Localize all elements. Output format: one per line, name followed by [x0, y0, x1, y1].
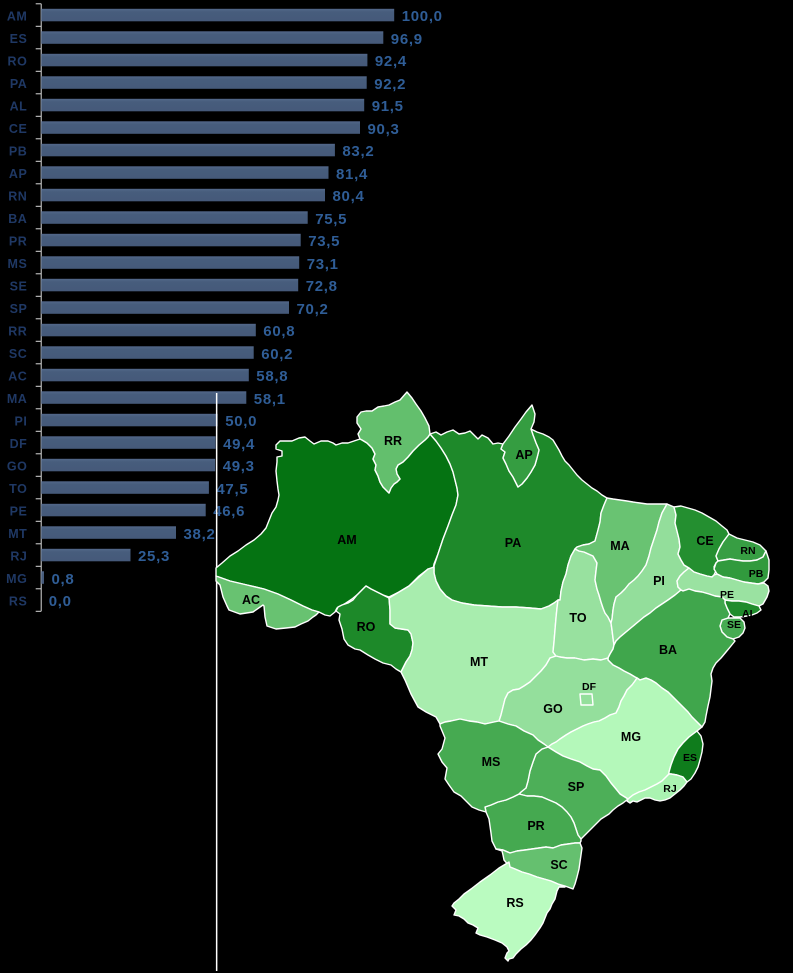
svg-text:PR: PR [527, 819, 544, 833]
svg-text:RN: RN [8, 190, 27, 204]
svg-text:TO: TO [569, 611, 586, 625]
svg-text:PR: PR [9, 235, 27, 249]
svg-text:MS: MS [8, 257, 28, 271]
svg-text:MA: MA [610, 539, 629, 553]
svg-text:GO: GO [7, 460, 27, 474]
svg-text:AM: AM [337, 533, 356, 547]
svg-text:CE: CE [696, 534, 713, 548]
svg-text:MT: MT [8, 527, 27, 541]
svg-text:PI: PI [653, 574, 665, 588]
svg-text:38,2: 38,2 [184, 526, 216, 543]
svg-text:91,5: 91,5 [372, 98, 404, 115]
svg-text:MG: MG [621, 730, 641, 744]
svg-text:AC: AC [242, 593, 260, 607]
svg-text:RS: RS [9, 595, 27, 609]
svg-text:MS: MS [482, 755, 501, 769]
svg-text:49,4: 49,4 [223, 436, 255, 453]
svg-text:PB: PB [749, 568, 764, 580]
svg-text:50,0: 50,0 [225, 413, 257, 430]
svg-text:83,2: 83,2 [342, 143, 374, 160]
svg-text:47,5: 47,5 [216, 481, 248, 498]
svg-text:25,3: 25,3 [138, 548, 170, 565]
svg-text:SE: SE [10, 280, 28, 294]
svg-text:70,2: 70,2 [297, 301, 329, 318]
svg-text:CE: CE [9, 122, 27, 136]
svg-text:92,2: 92,2 [374, 76, 406, 93]
svg-text:RS: RS [506, 896, 523, 910]
svg-text:81,4: 81,4 [336, 166, 368, 183]
svg-text:BA: BA [659, 643, 677, 657]
svg-text:SC: SC [9, 347, 27, 361]
svg-text:SC: SC [550, 858, 567, 872]
svg-text:MA: MA [7, 392, 27, 406]
svg-text:46,6: 46,6 [213, 503, 245, 520]
svg-text:49,3: 49,3 [223, 458, 255, 475]
svg-text:0,0: 0,0 [49, 593, 72, 610]
svg-text:RO: RO [357, 620, 376, 634]
svg-text:72,8: 72,8 [306, 278, 338, 295]
svg-text:PE: PE [10, 505, 28, 519]
svg-text:MG: MG [6, 572, 27, 586]
svg-text:AC: AC [8, 370, 27, 384]
svg-text:AP: AP [515, 448, 532, 462]
svg-text:SP: SP [10, 302, 28, 316]
svg-text:AL: AL [10, 100, 28, 114]
svg-text:73,1: 73,1 [307, 256, 339, 273]
svg-text:60,2: 60,2 [261, 346, 293, 363]
svg-text:ES: ES [683, 752, 697, 764]
svg-text:96,9: 96,9 [391, 31, 423, 48]
svg-text:58,1: 58,1 [254, 391, 286, 408]
svg-text:60,8: 60,8 [263, 323, 295, 340]
svg-text:DF: DF [582, 681, 597, 693]
svg-text:RO: RO [8, 55, 28, 69]
svg-text:75,5: 75,5 [315, 211, 347, 228]
svg-text:73,5: 73,5 [308, 233, 340, 250]
svg-text:0,8: 0,8 [52, 571, 75, 588]
svg-text:GO: GO [543, 702, 563, 716]
svg-text:AL: AL [742, 608, 757, 620]
svg-text:PE: PE [720, 589, 734, 601]
svg-text:SP: SP [568, 780, 585, 794]
svg-text:RJ: RJ [10, 550, 27, 564]
svg-text:RN: RN [740, 545, 755, 557]
svg-text:PI: PI [14, 415, 27, 429]
svg-text:58,8: 58,8 [256, 368, 288, 385]
svg-text:RR: RR [384, 434, 402, 448]
svg-text:100,0: 100,0 [402, 8, 443, 25]
svg-text:BA: BA [8, 212, 27, 226]
svg-text:RJ: RJ [663, 783, 677, 795]
svg-text:80,4: 80,4 [333, 188, 365, 205]
svg-text:90,3: 90,3 [368, 121, 400, 138]
svg-text:AP: AP [9, 167, 27, 181]
svg-text:TO: TO [9, 482, 27, 496]
svg-text:AM: AM [7, 10, 27, 24]
svg-text:PA: PA [505, 536, 521, 550]
svg-text:92,4: 92,4 [375, 53, 407, 70]
svg-text:PB: PB [9, 145, 27, 159]
svg-text:RR: RR [8, 325, 27, 339]
svg-text:PA: PA [10, 77, 27, 91]
svg-text:ES: ES [10, 32, 28, 46]
svg-text:SE: SE [727, 619, 741, 631]
svg-text:MT: MT [470, 655, 488, 669]
svg-text:DF: DF [10, 437, 28, 451]
